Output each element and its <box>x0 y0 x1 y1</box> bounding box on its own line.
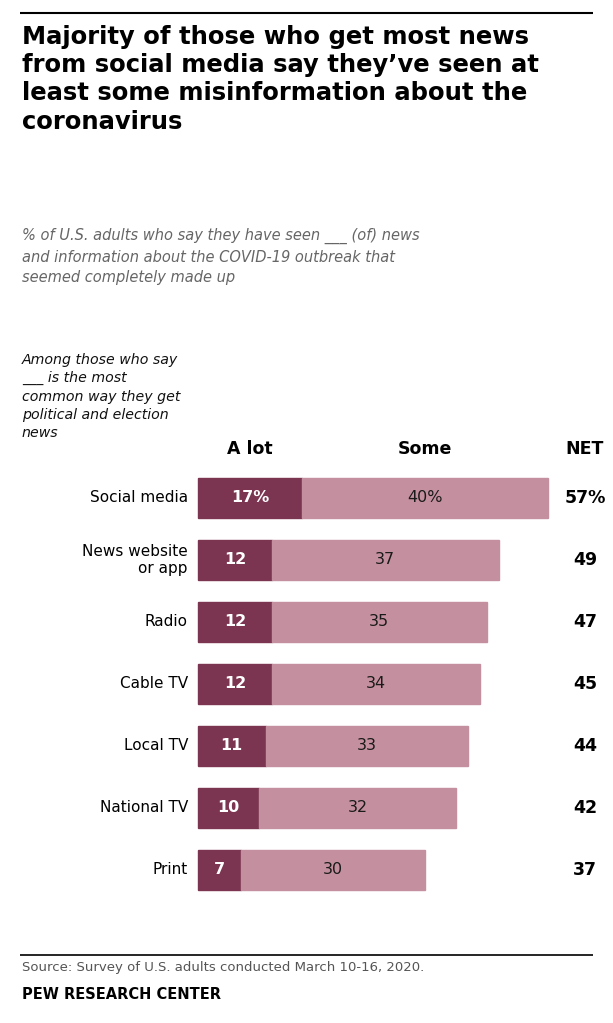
Bar <box>198 478 302 518</box>
Text: 45: 45 <box>573 675 597 693</box>
Text: 12: 12 <box>224 552 246 568</box>
Text: Majority of those who get most news
from social media say they’ve seen at
least : Majority of those who get most news from… <box>22 25 539 134</box>
Text: 17%: 17% <box>231 490 269 505</box>
Text: Local TV: Local TV <box>124 739 188 754</box>
Bar <box>241 850 425 890</box>
Text: 7: 7 <box>214 862 225 878</box>
Text: Source: Survey of U.S. adults conducted March 10-16, 2020.: Source: Survey of U.S. adults conducted … <box>22 961 424 974</box>
Text: 10: 10 <box>218 801 240 815</box>
Text: NET: NET <box>566 440 604 458</box>
Bar <box>198 540 272 580</box>
Bar <box>265 726 468 766</box>
Text: 47: 47 <box>573 613 597 631</box>
Text: 57%: 57% <box>565 489 606 507</box>
Bar <box>302 478 548 518</box>
Bar <box>272 664 481 704</box>
Bar <box>198 726 265 766</box>
Text: 32: 32 <box>348 801 368 815</box>
Text: 35: 35 <box>369 615 389 629</box>
Text: Some: Some <box>398 440 452 458</box>
Text: Print: Print <box>153 862 188 878</box>
Text: 37: 37 <box>375 552 395 568</box>
Text: Among those who say
___ is the most
common way they get
political and election
n: Among those who say ___ is the most comm… <box>22 353 180 440</box>
Text: 34: 34 <box>366 676 386 692</box>
Text: A lot: A lot <box>227 440 273 458</box>
Text: 42: 42 <box>573 799 597 817</box>
Text: 40%: 40% <box>408 490 443 505</box>
Bar <box>259 788 456 828</box>
Text: Radio: Radio <box>145 615 188 629</box>
Text: Social media: Social media <box>90 490 188 505</box>
Text: 12: 12 <box>224 615 246 629</box>
Text: % of U.S. adults who say they have seen ___ (of) news
and information about the : % of U.S. adults who say they have seen … <box>22 228 420 285</box>
Text: 30: 30 <box>323 862 343 878</box>
Text: PEW RESEARCH CENTER: PEW RESEARCH CENTER <box>22 987 221 1002</box>
Bar <box>198 850 241 890</box>
Text: 49: 49 <box>573 551 597 569</box>
Text: 11: 11 <box>221 739 243 754</box>
Text: 44: 44 <box>573 737 597 755</box>
Text: Cable TV: Cable TV <box>120 676 188 692</box>
Bar <box>198 602 272 642</box>
Text: 33: 33 <box>357 739 377 754</box>
Text: 37: 37 <box>573 861 597 879</box>
Bar <box>198 664 272 704</box>
Bar <box>198 788 259 828</box>
Text: News website
or app: News website or app <box>82 544 188 576</box>
Bar <box>272 540 499 580</box>
Text: National TV: National TV <box>100 801 188 815</box>
Text: 12: 12 <box>224 676 246 692</box>
Bar <box>272 602 487 642</box>
